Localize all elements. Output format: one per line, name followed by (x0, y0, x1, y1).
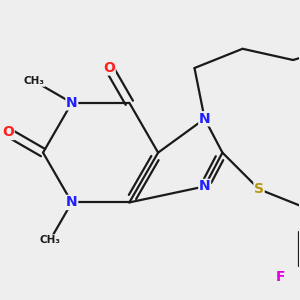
Text: N: N (199, 112, 211, 126)
Text: N: N (199, 179, 211, 194)
Text: F: F (276, 270, 285, 284)
Text: N: N (66, 195, 78, 209)
Text: S: S (254, 182, 264, 196)
Text: CH₃: CH₃ (24, 76, 45, 86)
Text: CH₃: CH₃ (40, 235, 61, 245)
Text: O: O (103, 61, 115, 75)
Text: O: O (2, 125, 14, 140)
Text: N: N (66, 96, 78, 110)
